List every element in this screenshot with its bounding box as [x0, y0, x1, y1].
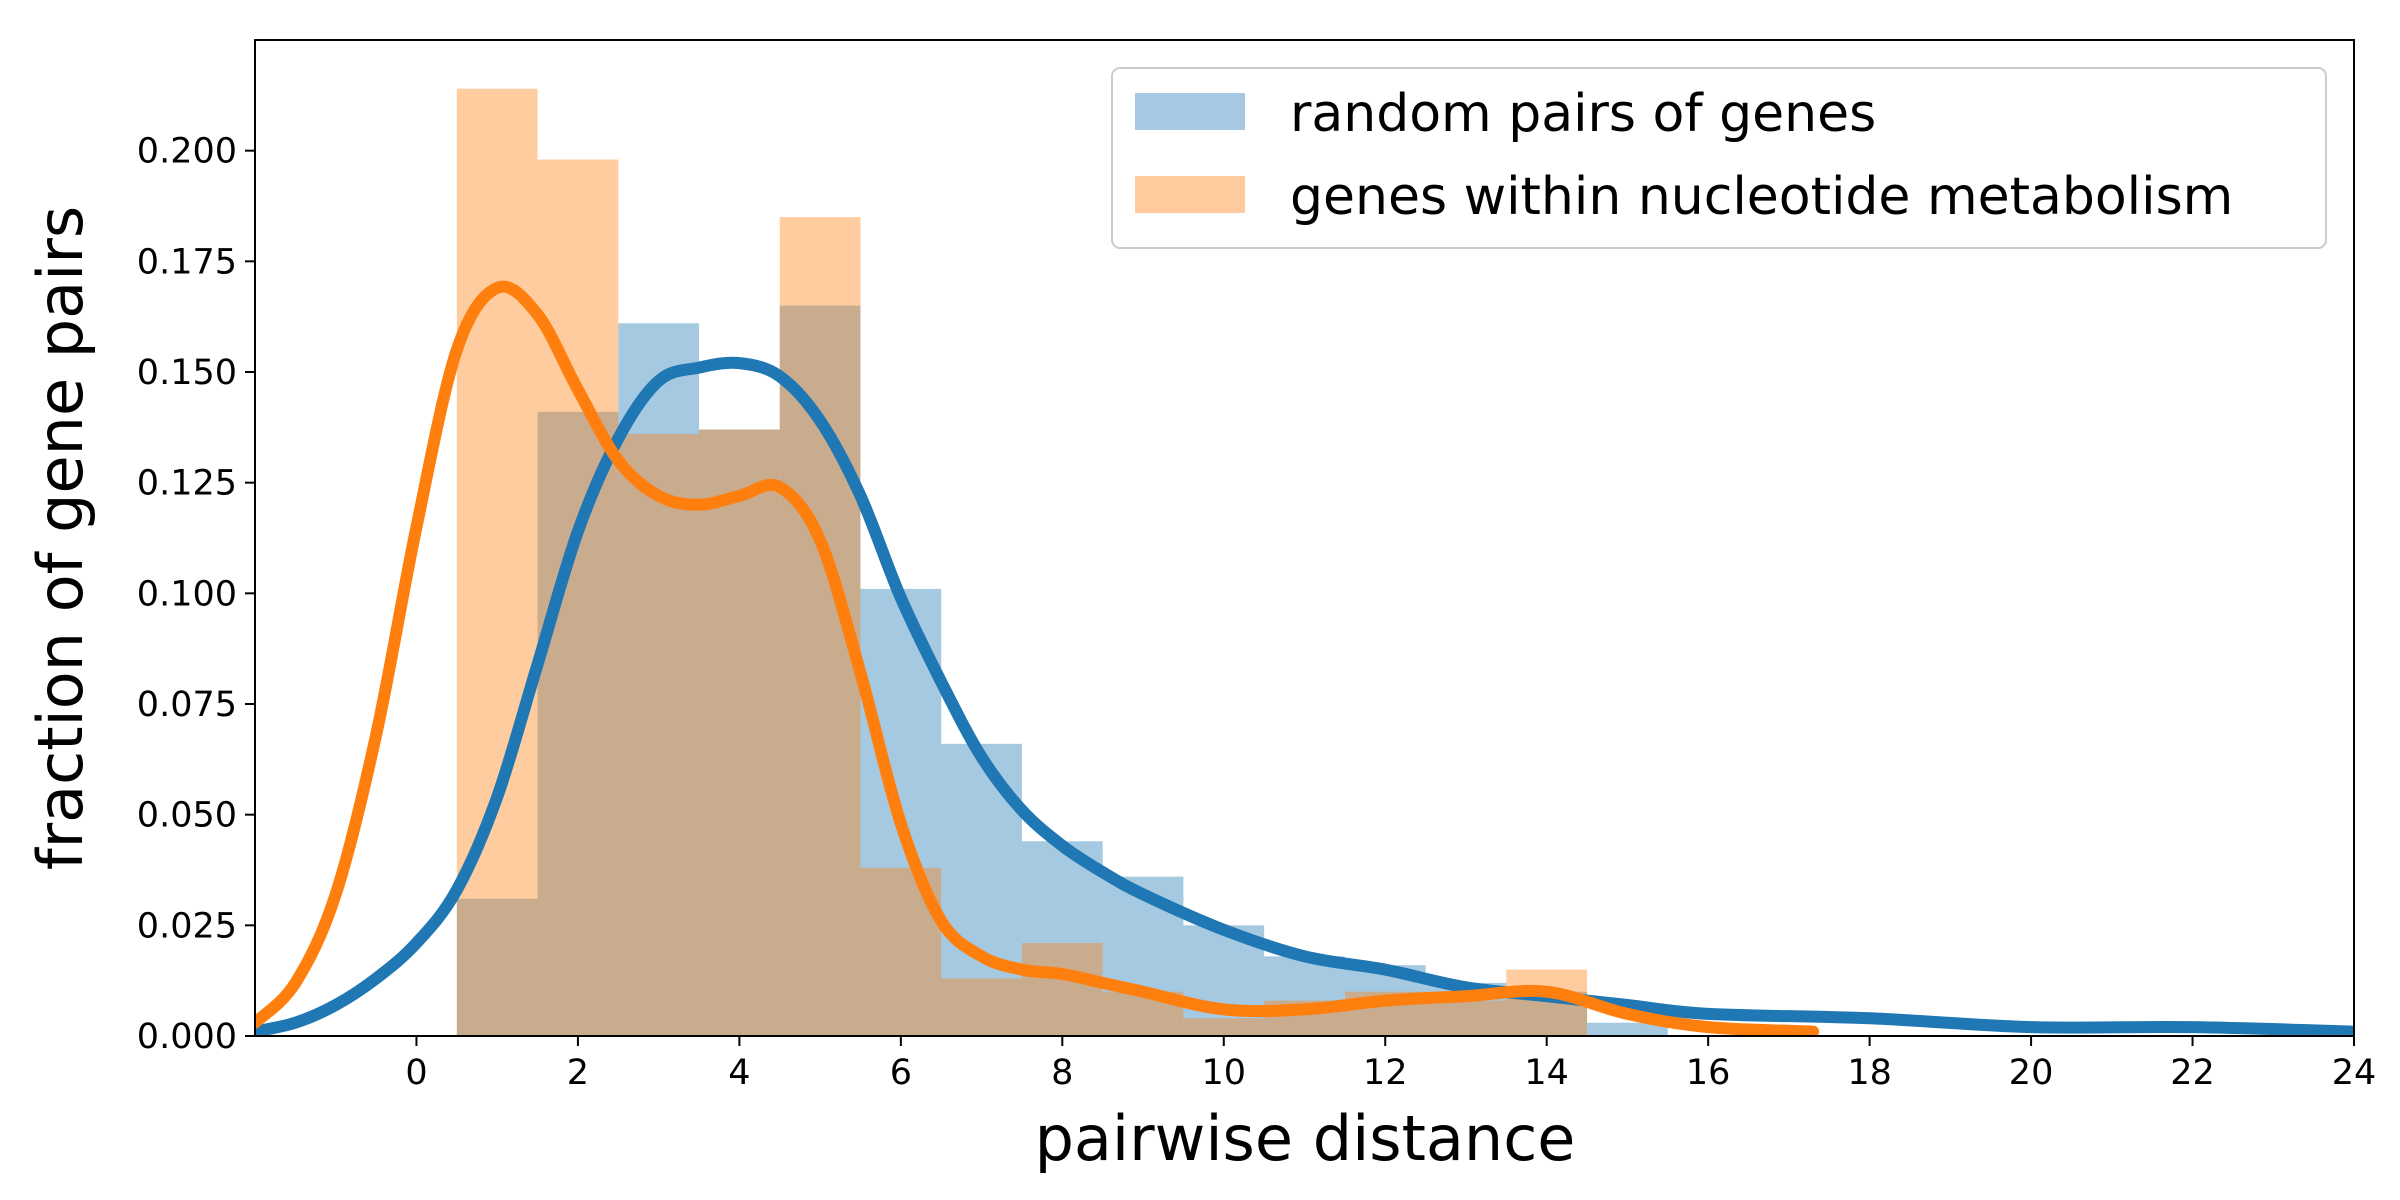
- bar-series-2-bin-1: [456, 88, 538, 1036]
- y-tick-label: 0.125: [137, 464, 237, 504]
- density-curve-series-2: [255, 280, 1820, 1036]
- x-tick-label: 10: [1201, 1053, 1246, 1093]
- legend: random pairs of genes genes within nucle…: [1111, 67, 2327, 249]
- legend-label-nucleotide-metabolism: genes within nucleotide metabolism: [1290, 167, 2233, 227]
- histogram-bars: [456, 88, 1668, 1037]
- x-tick-label: 16: [1686, 1053, 1731, 1093]
- plot-frame: [254, 39, 2355, 1037]
- density-curve-series-1: [255, 356, 2354, 1036]
- bar-series-1-bin-8: [1021, 841, 1103, 1036]
- series-1-bars: [456, 305, 1668, 1037]
- x-tick-label: 20: [2009, 1053, 2054, 1093]
- bar-series-2-bin-7: [941, 978, 1022, 1036]
- x-tick-label: 0: [405, 1053, 427, 1093]
- y-tick-label: 0.050: [137, 796, 237, 836]
- x-tick-label: 14: [1524, 1053, 1569, 1093]
- y-axis-title: fraction of gene pairs: [24, 206, 97, 870]
- y-tick-label: 0.175: [137, 242, 237, 282]
- x-tick-label: 6: [890, 1053, 912, 1093]
- density-curves: [255, 280, 2354, 1036]
- bar-series-2-bin-3: [618, 433, 700, 1036]
- x-tick-label: 8: [1051, 1053, 1073, 1093]
- legend-swatch-nucleotide-metabolism: [1135, 176, 1245, 213]
- bar-series-2-bin-13: [1425, 1000, 1507, 1036]
- x-tick-label: 4: [728, 1053, 750, 1093]
- x-tick-label: 18: [1847, 1053, 1892, 1093]
- legend-label-random-pairs: random pairs of genes: [1290, 84, 1876, 144]
- y-tick-label: 0.100: [137, 574, 237, 614]
- x-tick-label: 24: [2332, 1053, 2377, 1093]
- bar-series-2-bin-8: [1021, 943, 1103, 1036]
- x-tick-label: 2: [567, 1053, 589, 1093]
- x-tick-label: 22: [2170, 1053, 2215, 1093]
- x-axis-title: pairwise distance: [1035, 1102, 1576, 1175]
- bar-series-2-bin-10: [1183, 1018, 1265, 1036]
- bar-series-1-bin-3: [618, 323, 700, 1037]
- y-axis: 0.000 0.025 0.050 0.075 0.100 0.125 0.150 0.175…: [137, 132, 255, 1057]
- y-tick-label: 0.000: [137, 1017, 237, 1057]
- y-tick-label: 0.075: [137, 685, 237, 725]
- x-tick-label: 12: [1363, 1053, 1408, 1093]
- bar-series-1-bin-1: [456, 898, 538, 1036]
- x-axis: 0 2 4 6 8 10 12 14 16 18 20 22 24: [405, 1036, 2376, 1093]
- bar-series-1-bin-15: [1587, 1022, 1668, 1036]
- bar-series-2-bin-4: [699, 429, 780, 1037]
- legend-swatch-random-pairs: [1135, 93, 1245, 130]
- y-tick-label: 0.150: [137, 353, 237, 393]
- legend-frame: [1111, 67, 2327, 249]
- bar-series-2-bin-2: [537, 159, 619, 1036]
- y-tick-label: 0.200: [137, 132, 237, 172]
- bar-series-1-bin-4: [699, 429, 780, 1037]
- bar-series-1-bin-11: [1264, 956, 1345, 1036]
- y-tick-label: 0.025: [137, 906, 237, 946]
